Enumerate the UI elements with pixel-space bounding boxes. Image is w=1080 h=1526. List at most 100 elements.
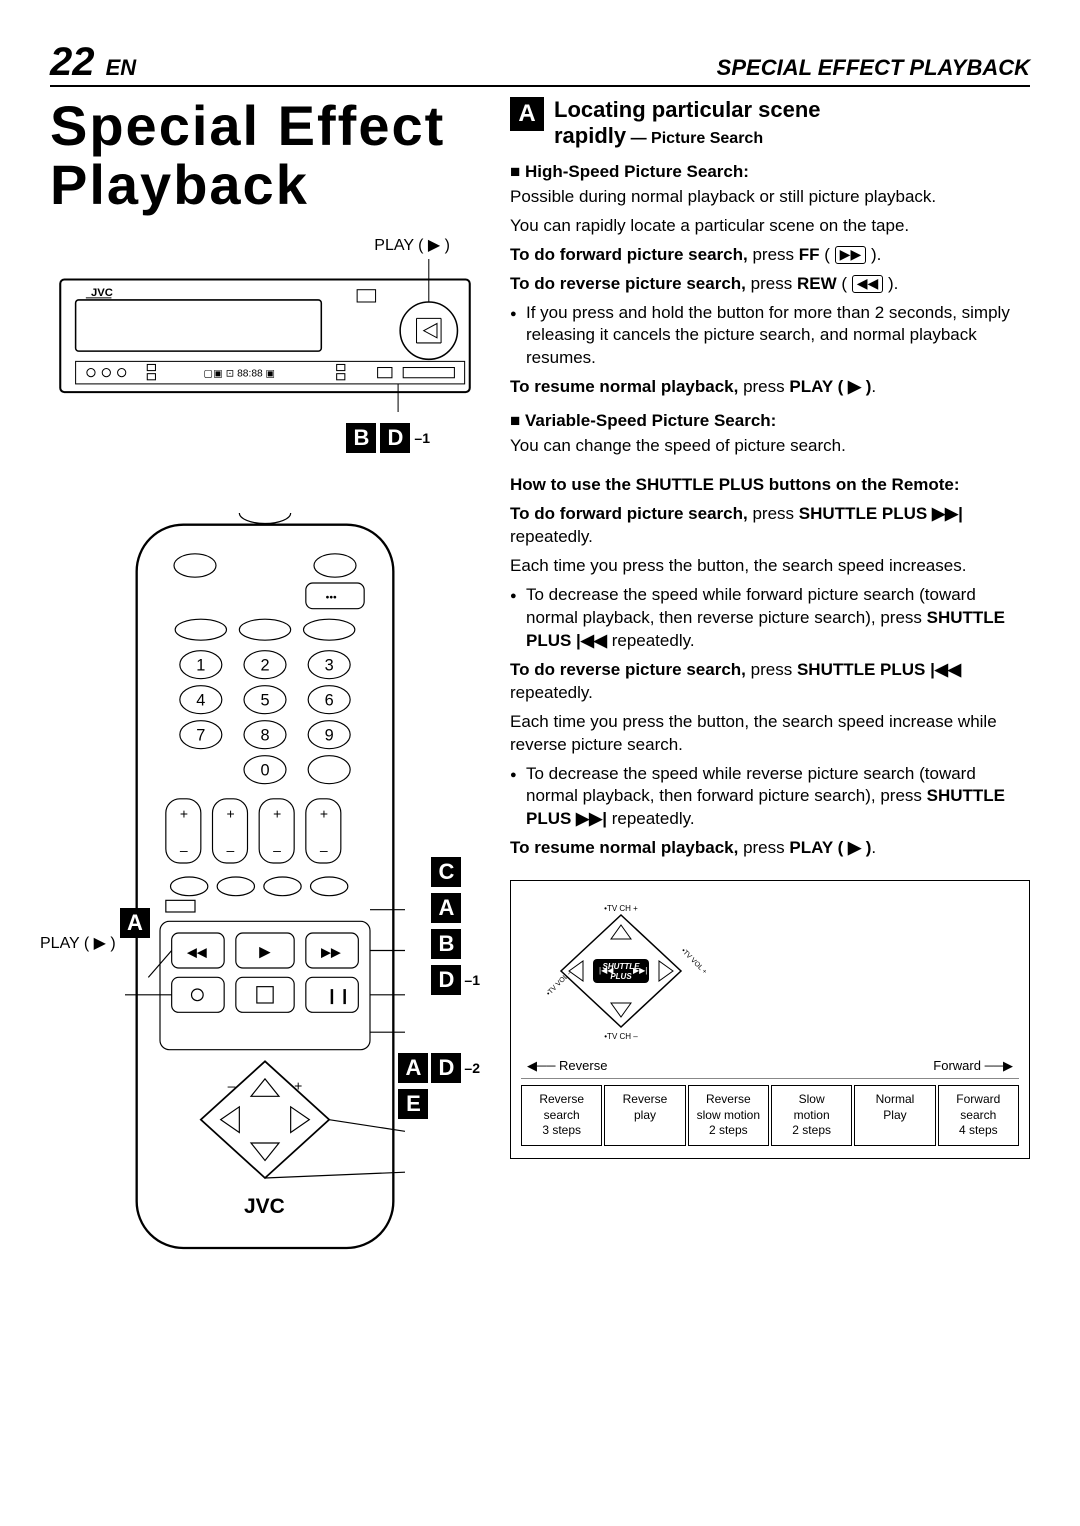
sf-bullet: To decrease the speed while forward pict…: [510, 584, 1030, 653]
vcr-play-label: PLAY ( ▶ ): [50, 235, 480, 255]
svg-text:◀◀: ◀◀: [187, 944, 207, 959]
rev-line: To do reverse picture search, press REW …: [510, 273, 1030, 296]
main-title: Special Effect Playback: [50, 97, 480, 215]
shuttle-figure: •TV CH + SHUTTLE PLUS |◀◀ ▶▶| – + •TV CH…: [510, 880, 1030, 1159]
svg-text:–: –: [227, 842, 235, 858]
hs-p2: You can rapidly locate a particular scen…: [510, 215, 1030, 238]
sr-rest: press: [751, 660, 793, 679]
svg-text:5: 5: [260, 692, 269, 710]
svg-text:+: +: [639, 948, 645, 959]
section-a-title1: Locating particular scene: [554, 97, 821, 123]
remote-diagram: PLAY ( ▶ ) A C A B D–1 A D –2 E: [50, 513, 480, 1260]
svg-text:–: –: [597, 948, 603, 959]
hs-bullet: If you press and hold the button for mor…: [510, 302, 1030, 371]
header-title: SPECIAL EFFECT PLAYBACK: [717, 55, 1030, 81]
svg-text:•TV VOL +: •TV VOL +: [680, 948, 708, 976]
rev-bold: To do reverse picture search,: [510, 274, 746, 293]
shuttle-head: How to use the SHUTTLE PLUS buttons on t…: [510, 474, 1030, 497]
ff-icon: ▶▶: [835, 246, 867, 263]
remote-marker-c: C: [431, 857, 461, 887]
svg-text:▶▶|: ▶▶|: [633, 966, 647, 975]
remote-marker-a3: A: [398, 1053, 428, 1083]
remote-marker-d2: D: [431, 1053, 461, 1083]
shuttle-cell-4: Normal Play: [854, 1085, 935, 1146]
svg-text:–: –: [320, 842, 328, 858]
resume-2: To resume normal playback, press PLAY ( …: [510, 837, 1030, 860]
resume-btn: PLAY ( ▶ ): [789, 377, 871, 396]
remote-marker-a1: A: [120, 908, 150, 938]
marker-sub-1: –1: [414, 430, 430, 446]
svg-text:2: 2: [260, 657, 269, 675]
fwd-rest: press: [752, 245, 794, 264]
svg-text:•TV CH –: •TV CH –: [604, 1032, 638, 1041]
svg-text:•TV CH +: •TV CH +: [604, 904, 638, 913]
rew-icon: ◀◀: [852, 275, 884, 292]
remote-play-label: PLAY ( ▶ ): [40, 933, 116, 953]
hs-head: High-Speed Picture Search:: [510, 162, 1030, 182]
remote-d1-sub: –1: [464, 972, 480, 988]
shuttle-cell-3: Slow motion 2 steps: [771, 1085, 852, 1146]
svg-text:▢▣ ⊡ 88:88 ▣: ▢▣ ⊡ 88:88 ▣: [204, 368, 276, 379]
sr-rep: repeatedly.: [510, 683, 593, 702]
svg-text:|◀◀: |◀◀: [599, 966, 614, 975]
svg-text:▶: ▶: [259, 943, 271, 960]
svg-text:PLUS: PLUS: [610, 972, 632, 981]
shuttle-forward: Forward: [933, 1058, 981, 1073]
svg-text:4: 4: [196, 692, 205, 710]
svg-text:❙❙: ❙❙: [326, 988, 351, 1005]
sr-btn: SHUTTLE PLUS |◀◀: [797, 660, 961, 679]
sr-p2: Each time you press the button, the sear…: [510, 711, 1030, 757]
shuttle-cell-5: Forward search 4 steps: [938, 1085, 1019, 1146]
svg-text:+: +: [227, 806, 235, 822]
sr-bullet: To decrease the speed while reverse pict…: [510, 763, 1030, 832]
vcr-bd-markers: B D –1: [50, 423, 480, 453]
sf-line: To do forward picture search, press SHUT…: [510, 503, 1030, 549]
svg-text:9: 9: [325, 727, 334, 745]
marker-b: B: [346, 423, 376, 453]
svg-text:JVC: JVC: [244, 1195, 285, 1218]
remote-d2-sub: –2: [464, 1060, 480, 1076]
rev-btn: REW: [797, 274, 837, 293]
svg-text:–: –: [228, 1078, 236, 1094]
resume-1: To resume normal playback, press PLAY ( …: [510, 376, 1030, 399]
resume-rest: press: [743, 377, 785, 396]
remote-svg: ••• 1 2 3 4 5 6 7 8 9 0: [125, 513, 405, 1260]
shuttle-cell-1: Reverse play: [604, 1085, 685, 1146]
svg-text:–: –: [273, 842, 281, 858]
shuttle-cell-0: Reverse search 3 steps: [521, 1085, 602, 1146]
section-a-title2: rapidly: [554, 123, 626, 148]
shuttle-control-svg: •TV CH + SHUTTLE PLUS |◀◀ ▶▶| – + •TV CH…: [521, 901, 721, 1041]
sr-line: To do reverse picture search, press SHUT…: [510, 659, 1030, 705]
svg-text:+: +: [294, 1078, 302, 1094]
fwd-btn: FF: [799, 245, 820, 264]
page-lang: EN: [106, 55, 137, 80]
vcr-svg: JVC ▢▣ ⊡ 88:88 ▣: [50, 259, 480, 413]
svg-text:+: +: [273, 806, 281, 822]
section-a-sub: — Picture Search: [631, 130, 764, 147]
shuttle-arrow-row: ◀── Reverse Forward ──▶: [521, 1058, 1019, 1079]
sf-p2: Each time you press the button, the sear…: [510, 555, 1030, 578]
svg-text:▶▶: ▶▶: [321, 944, 341, 959]
sr-bold: To do reverse picture search,: [510, 660, 746, 679]
svg-text:6: 6: [325, 692, 334, 710]
shuttle-reverse: Reverse: [559, 1058, 607, 1073]
svg-text:7: 7: [196, 727, 205, 745]
marker-d: D: [380, 423, 410, 453]
sf-rep: repeatedly.: [510, 527, 593, 546]
svg-text:JVC: JVC: [91, 286, 113, 298]
page-number: 22 EN: [50, 40, 136, 85]
section-a-head: A Locating particular scene rapidly — Pi…: [510, 97, 1030, 150]
hs-p1: Possible during normal playback or still…: [510, 186, 1030, 209]
svg-text:0: 0: [260, 762, 269, 780]
svg-text:+: +: [320, 806, 328, 822]
remote-marker-e: E: [398, 1089, 428, 1119]
vcr-diagram: PLAY ( ▶ ) JVC ▢▣ ⊡ 88:88 ▣: [50, 235, 480, 454]
svg-text:•••: •••: [326, 593, 337, 604]
vs-p1: You can change the speed of picture sear…: [510, 435, 1030, 458]
fwd-line: To do forward picture search, press FF (…: [510, 244, 1030, 267]
sf-btn: SHUTTLE PLUS ▶▶|: [799, 504, 963, 523]
svg-text:3: 3: [325, 657, 334, 675]
shuttle-cell-2: Reverse slow motion 2 steps: [688, 1085, 769, 1146]
svg-text:1: 1: [196, 657, 205, 675]
vs-head: Variable-Speed Picture Search:: [510, 411, 1030, 431]
